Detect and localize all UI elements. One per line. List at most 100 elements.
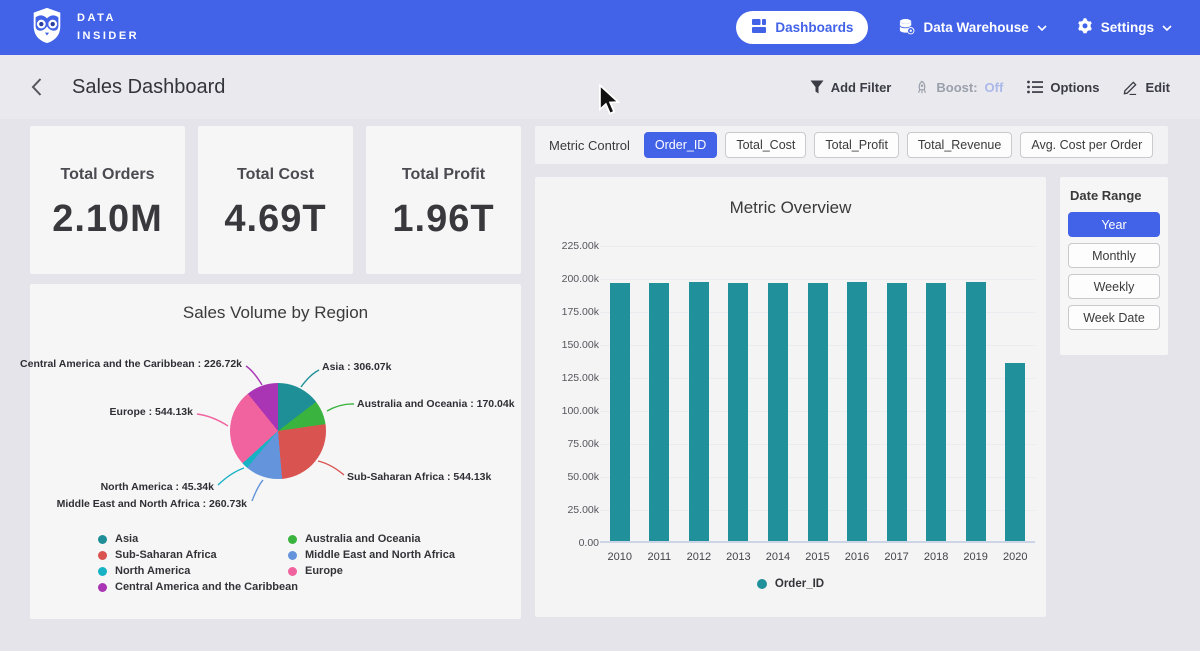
add-filter-button[interactable]: Add Filter xyxy=(810,80,892,95)
kpi-label: Total Orders xyxy=(30,166,185,184)
bar-2010[interactable] xyxy=(610,283,630,541)
date-range-panel: Date Range Year Monthly Weekly Week Date xyxy=(1060,177,1168,355)
y-axis-tick: 100.00k xyxy=(544,405,599,417)
pie-callout-sub-saharan-africa: Sub-Saharan Africa : 544.13k xyxy=(347,471,491,483)
options-list-icon xyxy=(1027,80,1043,94)
dashboards-button[interactable]: Dashboards xyxy=(736,11,868,44)
pie-callout-central-america-and-the-caribbean: Central America and the Caribbean : 226.… xyxy=(20,358,242,370)
page-header: Sales Dashboard Add Filter Boost: Off Op… xyxy=(0,55,1200,119)
dashboards-label: Dashboards xyxy=(775,20,853,35)
x-axis-tick: 2020 xyxy=(995,551,1035,563)
pie-callout-line xyxy=(246,366,262,385)
kpi-value: 2.10M xyxy=(30,198,185,241)
pie-chart-title: Sales Volume by Region xyxy=(30,284,521,323)
pie-chart-card: Sales Volume by Region Asia : 306.07kAus… xyxy=(30,284,521,619)
back-button[interactable] xyxy=(30,76,52,98)
y-axis-tick: 75.00k xyxy=(544,438,599,450)
legend-dot xyxy=(98,567,107,576)
options-button[interactable]: Options xyxy=(1027,80,1099,95)
legend-label: Asia xyxy=(115,533,138,545)
pie-legend-item[interactable]: Sub-Saharan Africa xyxy=(98,547,298,563)
bar-2011[interactable] xyxy=(649,283,669,541)
kpi-value: 1.96T xyxy=(366,198,521,241)
bar-2018[interactable] xyxy=(926,283,946,541)
dashboards-grid-icon xyxy=(751,18,767,37)
pie-legend-item[interactable]: Middle East and North Africa xyxy=(288,547,455,563)
bar-chart-plot[interactable] xyxy=(600,246,1035,543)
y-axis-tick: 200.00k xyxy=(544,273,599,285)
bar-2015[interactable] xyxy=(808,283,828,541)
kpi-label: Total Profit xyxy=(366,166,521,184)
metric-control-label: Metric Control xyxy=(549,138,630,153)
metric-option-total-revenue[interactable]: Total_Revenue xyxy=(907,132,1012,158)
metric-control-bar: Metric Control Order_ID Total_Cost Total_P… xyxy=(535,126,1168,164)
date-range-option-monthly[interactable]: Monthly xyxy=(1068,243,1160,268)
x-axis-tick: 2013 xyxy=(718,551,758,563)
kpi-label: Total Cost xyxy=(198,166,353,184)
x-axis-tick: 2011 xyxy=(639,551,679,563)
pie-callout-line xyxy=(327,404,354,411)
bar-2019[interactable] xyxy=(966,282,986,541)
pie-legend-item[interactable]: Australia and Oceania xyxy=(288,531,455,547)
kpi-card-total-cost: Total Cost 4.69T xyxy=(198,126,353,274)
date-range-option-week-date[interactable]: Week Date xyxy=(1068,305,1160,330)
page-title: Sales Dashboard xyxy=(72,76,225,99)
owl-logo-icon xyxy=(28,6,66,49)
boost-label: Boost: xyxy=(936,80,977,95)
legend-label: North America xyxy=(115,565,190,577)
y-axis-tick: 150.00k xyxy=(544,339,599,351)
boost-state: Off xyxy=(985,80,1004,95)
bar-chart-card: Metric Overview 0.0025.00k50.00k75.00k10… xyxy=(535,177,1046,617)
pie-callout-line xyxy=(301,370,319,387)
date-range-label: Date Range xyxy=(1070,188,1160,203)
pie-legend-item[interactable]: Central America and the Caribbean xyxy=(98,579,298,595)
pie-legend-item[interactable]: North America xyxy=(98,563,298,579)
pie-chart[interactable] xyxy=(230,383,326,479)
boost-toggle[interactable]: Boost: Off xyxy=(915,80,1003,95)
kpi-card-total-orders: Total Orders 2.10M xyxy=(30,126,185,274)
settings-menu[interactable]: Settings xyxy=(1077,18,1172,37)
legend-label: Central America and the Caribbean xyxy=(115,581,298,593)
pie-callout-north-america: North America : 45.34k xyxy=(101,481,214,493)
metric-option-order-id[interactable]: Order_ID xyxy=(644,132,717,158)
pie-legend-item[interactable]: Europe xyxy=(288,563,455,579)
legend-dot xyxy=(98,551,107,560)
pie-legend-left: Asia Sub-Saharan Africa North America Centr… xyxy=(98,531,298,595)
date-range-option-year[interactable]: Year xyxy=(1068,212,1160,237)
bar-2013[interactable] xyxy=(728,283,748,541)
legend-dot xyxy=(288,567,297,576)
edit-button[interactable]: Edit xyxy=(1123,80,1170,95)
data-warehouse-menu[interactable]: Data Warehouse xyxy=(898,18,1046,38)
kpi-card-total-profit: Total Profit 1.96T xyxy=(366,126,521,274)
kpi-value: 4.69T xyxy=(198,198,353,241)
legend-label: Sub-Saharan Africa xyxy=(115,549,217,561)
pie-callout-middle-east-and-north-africa: Middle East and North Africa : 260.73k xyxy=(57,498,247,510)
bar-2017[interactable] xyxy=(887,283,907,541)
x-axis-tick: 2016 xyxy=(837,551,877,563)
metric-option-avg-cost-per-order[interactable]: Avg. Cost per Order xyxy=(1020,132,1153,158)
date-range-option-weekly[interactable]: Weekly xyxy=(1068,274,1160,299)
bar-2014[interactable] xyxy=(768,283,788,541)
database-icon xyxy=(898,18,915,38)
pie-legend-right: Australia and OceaniaMiddle East and Nor… xyxy=(288,531,455,579)
gridline xyxy=(600,279,1035,280)
bar-chart-legend: Order_ID xyxy=(535,578,1046,590)
metric-option-total-profit[interactable]: Total_Profit xyxy=(814,132,899,158)
bar-2016[interactable] xyxy=(847,282,867,541)
x-axis-tick: 2018 xyxy=(916,551,956,563)
x-axis-tick: 2015 xyxy=(798,551,838,563)
settings-label: Settings xyxy=(1101,20,1154,35)
pie-legend-item[interactable]: Asia xyxy=(98,531,298,547)
pie-callout-europe: Europe : 544.13k xyxy=(110,406,193,418)
bar-2012[interactable] xyxy=(689,282,709,542)
x-axis-tick: 2017 xyxy=(877,551,917,563)
brand-line1: DATA xyxy=(77,10,139,27)
metric-option-total-cost[interactable]: Total_Cost xyxy=(725,132,806,158)
legend-label: Order_ID xyxy=(775,578,824,590)
y-axis-tick: 0.00 xyxy=(544,537,599,549)
y-axis-tick: 225.00k xyxy=(544,240,599,252)
x-axis-tick: 2012 xyxy=(679,551,719,563)
legend-dot xyxy=(288,535,297,544)
bar-2020[interactable] xyxy=(1005,363,1025,541)
x-axis-tick: 2019 xyxy=(956,551,996,563)
